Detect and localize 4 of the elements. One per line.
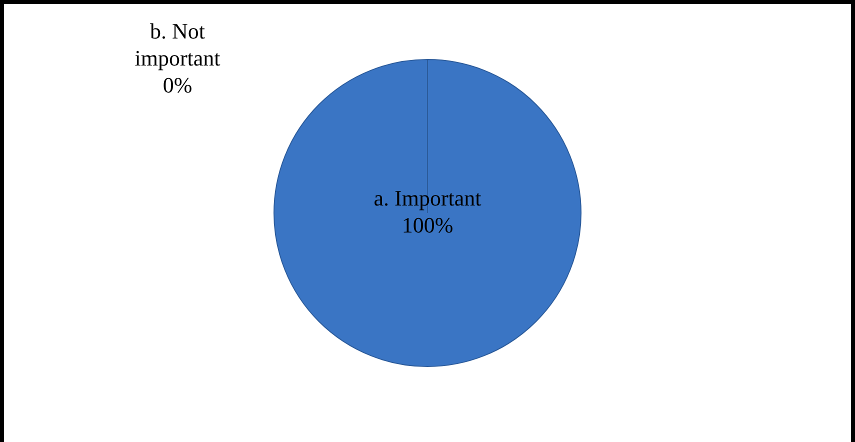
category-label: b. Not important (134, 18, 220, 70)
slice-label: a. Important (374, 185, 482, 210)
text: 0% (162, 72, 192, 98)
data-label: 100% (402, 212, 454, 238)
